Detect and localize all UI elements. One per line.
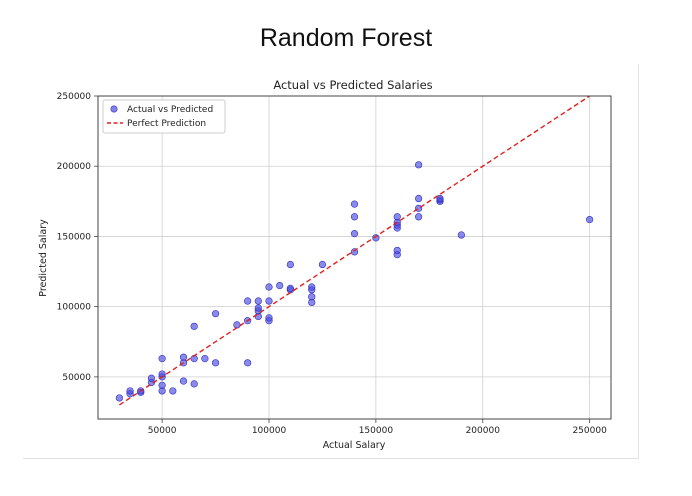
data-point — [244, 359, 252, 367]
perfect-prediction-line — [118, 95, 591, 406]
x-axis-label: Actual Salary — [323, 440, 386, 451]
data-point — [393, 213, 401, 221]
legend-box — [102, 99, 226, 134]
data-point — [276, 281, 284, 290]
y-tick-label: 150000 — [57, 232, 92, 242]
data-point — [244, 297, 252, 305]
x-axis-ticks: 50000 100000 150000 200000 250000 — [148, 419, 607, 436]
data-point — [158, 381, 166, 389]
data-point — [308, 283, 316, 291]
plot-area-frame — [97, 95, 612, 420]
data-point — [286, 260, 294, 269]
scatter-points — [115, 161, 594, 402]
data-point — [350, 213, 359, 221]
data-point — [436, 194, 444, 203]
data-point — [286, 284, 294, 292]
legend-label-actual-vs-predicted: Actual vs Predicted — [127, 105, 213, 115]
data-point — [254, 297, 262, 305]
data-point — [147, 374, 156, 382]
data-point — [265, 283, 273, 291]
data-point — [201, 355, 209, 363]
data-point — [179, 353, 188, 361]
y-tick-label: 100000 — [57, 303, 92, 313]
data-point — [415, 213, 423, 221]
data-point — [318, 260, 327, 269]
perfect-prediction-line-group — [118, 95, 591, 406]
page-heading: Random Forest — [259, 24, 433, 52]
x-tick-label: 150000 — [359, 426, 394, 436]
y-tick-label: 200000 — [57, 162, 92, 172]
y-tick-label: 250000 — [57, 92, 92, 102]
chart-figure: Actual vs Predicted Salaries 50000 100000… — [23, 64, 639, 459]
data-point — [265, 314, 273, 322]
data-point — [350, 200, 359, 208]
x-tick-label: 50000 — [148, 426, 177, 436]
data-point — [308, 293, 316, 301]
y-axis-ticks: 50000 100000 150000 200000 250000 — [57, 92, 98, 383]
data-point — [211, 359, 220, 367]
data-point — [372, 234, 380, 242]
scatter-chart: Actual vs Predicted Salaries 50000 100000… — [38, 78, 612, 451]
data-point — [190, 322, 198, 330]
chart-title: Actual vs Predicted Salaries — [273, 78, 432, 92]
x-tick-label: 200000 — [466, 426, 501, 436]
legend: Actual vs Predicted Perfect Prediction — [102, 99, 226, 134]
data-point — [179, 377, 188, 385]
x-tick-label: 250000 — [572, 426, 607, 436]
data-point — [393, 246, 401, 255]
y-axis-label: Predicted Salary — [38, 219, 49, 297]
data-point — [350, 230, 359, 238]
data-point — [126, 387, 134, 395]
data-point — [415, 194, 423, 203]
data-point — [158, 355, 166, 363]
y-tick-label: 50000 — [62, 373, 91, 383]
grid-lines — [98, 95, 611, 419]
x-tick-label: 100000 — [252, 426, 287, 436]
data-point — [350, 248, 359, 256]
data-point — [457, 231, 465, 239]
data-point — [211, 310, 220, 318]
data-point — [265, 297, 273, 305]
data-point — [169, 387, 177, 395]
data-point — [415, 161, 423, 169]
data-point — [115, 394, 123, 402]
legend-label-perfect-prediction: Perfect Prediction — [127, 119, 206, 129]
legend-marker-actual-vs-predicted — [110, 105, 118, 113]
data-point — [586, 215, 594, 224]
data-point — [254, 304, 262, 312]
data-point — [190, 380, 198, 388]
